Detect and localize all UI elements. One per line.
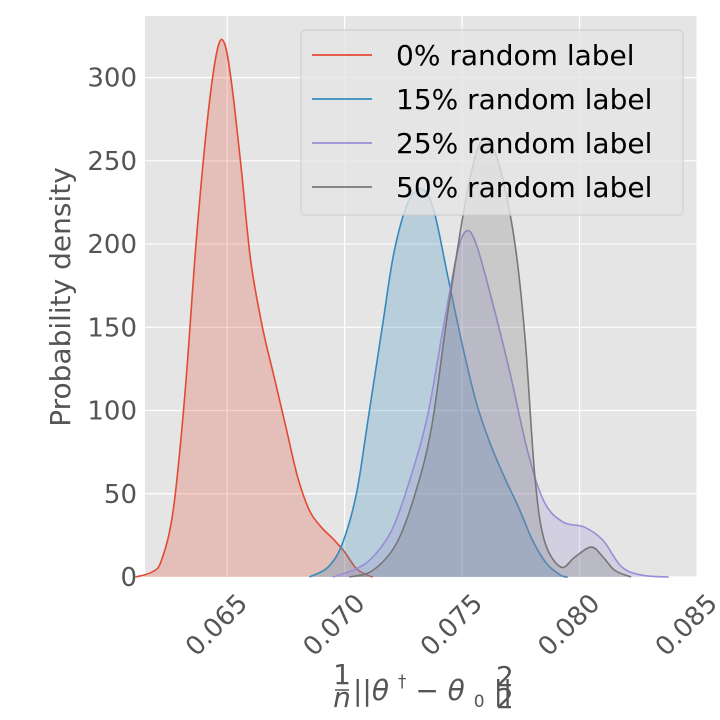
x-axis-title-norm-open: ||θ [353,674,389,707]
legend-box [300,29,684,216]
legend-label-0: 0% random label [396,39,635,72]
series-line-0 [135,38,374,578]
y-tick-label-4: 200 [87,230,137,260]
y-tick-label-2: 100 [87,397,137,427]
x-tick-label-2: 0.075 [415,589,489,663]
x-axis-title-frac-num: 1 [333,658,351,691]
x-axis-title-superscript: 2 [496,660,514,693]
y-axis-title: Probability density [44,167,77,427]
legend: 0% random label 15% random label 25% rando… [300,29,684,216]
y-tick-label-3: 150 [87,313,137,343]
series-area-3 [349,137,632,578]
x-axis-title: 1 n ||θ † − θ 0 || 2 2 [333,658,514,715]
series-line-2 [332,229,669,578]
y-tick-label-6: 300 [87,64,137,94]
x-axis-title-expression: ||θ † − θ 0 || [353,661,512,714]
series-area-0 [135,39,373,578]
legend-label-3: 50% random label [396,171,652,204]
density-curves [135,38,669,578]
x-axis-title-norm-close: || [493,674,512,707]
x-axis-title-dagger: † [398,672,407,692]
series-line-1 [309,188,568,578]
legend-label-1: 15% random label [396,83,652,116]
legend-label-2: 25% random label [396,127,652,160]
y-tick-labels: 0 50 100 150 200 250 300 [87,64,137,593]
x-tick-label-3: 0.080 [532,589,606,663]
x-tick-label-1: 0.070 [298,589,372,663]
y-tick-label-5: 250 [87,147,137,177]
x-tick-label-4: 0.085 [650,589,720,663]
y-tick-label-0: 0 [120,563,137,593]
x-axis-title-frac-den: n [333,681,351,714]
y-tick-label-1: 50 [104,480,137,510]
x-axis-title-theta-sub: 0 [474,692,485,712]
x-tick-label-0: 0.065 [180,589,254,663]
x-tick-labels: 0.065 0.070 0.075 0.080 0.085 [180,589,720,663]
x-axis-title-minus-theta: − θ [415,674,465,707]
series-line-3 [349,136,632,578]
x-axis-title-subscript: 2 [496,682,514,715]
